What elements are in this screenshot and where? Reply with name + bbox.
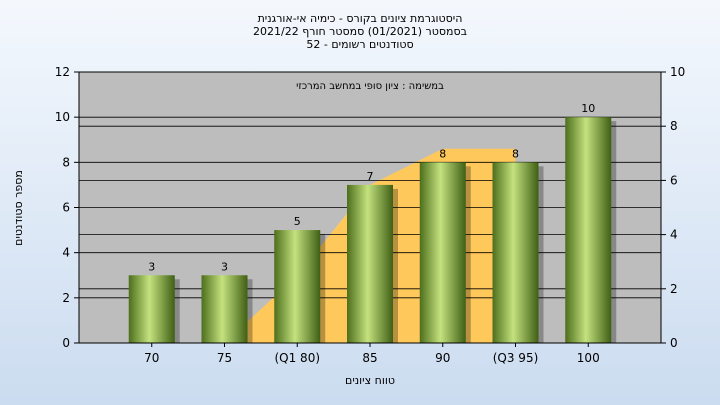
bar-labels: 3 3 5 7 8 8 10 — [148, 102, 595, 273]
x-tick-label: 90 — [435, 351, 450, 365]
y-axis-label: מספר סטודנטים — [12, 170, 25, 246]
bar — [565, 117, 612, 344]
title-line-1: היסטוגרמת ציונים בקורס - כימיה אי-אורגני… — [258, 12, 463, 25]
x-tick-label: (Q1 80) — [274, 351, 320, 365]
x-axis-label: טווח ציונים — [345, 374, 395, 387]
y-tick-label: 4 — [62, 246, 70, 260]
x-tick-label: (Q3 95) — [493, 351, 539, 365]
title-line-2: בסמסטר (01/2021) סמסטר חורף 2021/22 — [253, 25, 467, 38]
y2-tick-label: 2 — [670, 282, 678, 296]
chart-title: היסטוגרמת ציונים בקורס - כימיה אי-אורגני… — [253, 12, 467, 51]
bar — [274, 230, 321, 343]
y-tick-label: 0 — [62, 336, 70, 350]
bar-value-label: 10 — [581, 102, 595, 115]
bar-value-label: 3 — [148, 260, 155, 273]
bar-value-label: 7 — [367, 170, 374, 183]
y-tick-labels: 0 2 4 6 8 10 12 — [55, 65, 79, 350]
y-tick-label: 2 — [62, 291, 70, 305]
x-tick-labels: 70 75 (Q1 80) 85 90 (Q3 95) 100 — [144, 343, 600, 365]
y2-tick-label: 8 — [670, 119, 678, 133]
y2-tick-labels: 0 2 4 6 8 10 — [661, 65, 685, 350]
bar — [419, 162, 466, 343]
title-line-3: סטודנטים רשומים - 52 — [306, 38, 413, 51]
bars — [128, 117, 617, 344]
x-tick-label: 100 — [577, 351, 600, 365]
y2-tick-label: 4 — [670, 228, 678, 242]
bar — [347, 184, 393, 343]
bar-value-label: 8 — [439, 147, 446, 160]
bar-value-label: 8 — [512, 147, 519, 160]
bar — [492, 162, 539, 343]
bar — [128, 275, 175, 343]
bar — [201, 275, 248, 343]
y-tick-label: 8 — [62, 155, 70, 169]
y-tick-label: 10 — [55, 110, 70, 124]
y-tick-label: 6 — [62, 201, 70, 215]
x-tick-label: 85 — [362, 351, 377, 365]
x-tick-label: 70 — [144, 351, 159, 365]
x-tick-label: 75 — [217, 351, 232, 365]
y2-tick-label: 10 — [670, 65, 685, 79]
y2-tick-label: 6 — [670, 173, 678, 187]
y2-tick-label: 0 — [670, 336, 678, 350]
plot-label: במשימה : ציון סופי במחשב המרכזי — [296, 81, 444, 92]
bar-value-label: 3 — [221, 260, 228, 273]
bar-value-label: 5 — [294, 215, 301, 228]
y-tick-label: 12 — [55, 65, 70, 79]
